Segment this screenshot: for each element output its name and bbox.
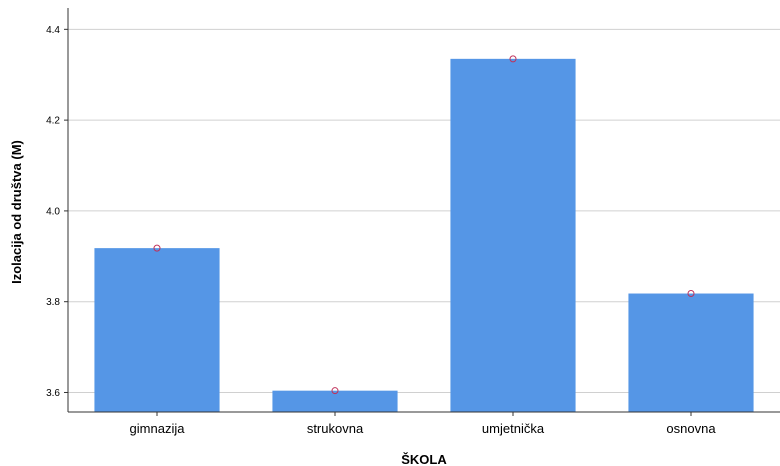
y-tick-label: 4.2 — [46, 116, 60, 127]
y-tick-label: 3.6 — [46, 388, 60, 399]
x-axis-title: ŠKOLA — [401, 452, 447, 466]
bar-gimnazija — [94, 248, 220, 412]
x-tick-label: gimnazija — [130, 421, 186, 436]
y-axis-title: Izolacija od društva (M) — [9, 140, 24, 284]
axes — [67, 8, 780, 413]
y-tick-labels: 3.6 3.8 4.0 4.2 4.4 — [46, 25, 68, 399]
bar-strukovna — [272, 390, 398, 412]
y-tick-label: 4.4 — [46, 25, 60, 36]
bars — [94, 58, 754, 412]
bar-umjetnička — [450, 58, 576, 412]
mean-marker — [509, 55, 517, 63]
x-tick-label: osnovna — [666, 421, 716, 436]
mean-marker — [153, 244, 161, 252]
x-tick-label: strukovna — [307, 421, 364, 436]
y-tick-label: 3.8 — [46, 297, 60, 308]
y-tick-label: 4.0 — [46, 206, 60, 217]
bar-osnovna — [628, 293, 754, 412]
mean-marker — [687, 290, 695, 298]
x-tick-labels: gimnazija strukovna umjetnička osnovna — [130, 412, 716, 436]
bar-markers — [153, 55, 695, 395]
mean-marker — [331, 387, 339, 395]
x-tick-label: umjetnička — [482, 421, 545, 436]
